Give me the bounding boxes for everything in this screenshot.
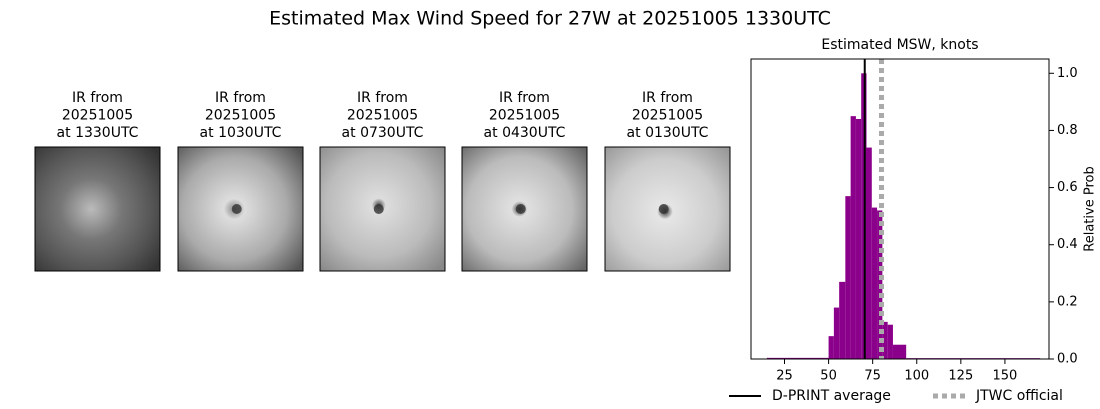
panel-label: 20251005 [632,108,703,124]
panel-label: at 1030UTC [200,125,282,141]
panel-label: 20251005 [62,108,133,124]
legend-label: JTWC official [975,388,1063,404]
panel-label: at 0130UTC [627,125,709,141]
panel-label: 20251005 [489,108,560,124]
histogram-bar [882,321,888,359]
y-tick-label: 0.8 [1057,123,1078,138]
panel-label: at 0430UTC [484,125,566,141]
histogram-bar [892,344,907,359]
y-tick-label: 0.2 [1057,294,1078,309]
histogram-bar [766,357,829,359]
histogram-bar [845,196,851,359]
y-tick-label: 1.0 [1057,66,1078,81]
panel-label: 20251005 [205,108,276,124]
panel-label: at 1330UTC [57,125,139,141]
y-tick-label: 0.6 [1057,180,1078,195]
histogram-bar [887,324,893,359]
x-tick-label: 125 [948,369,973,384]
histogram-bar [850,116,856,360]
ir-eye [231,204,242,214]
y-tick-label: 0.0 [1057,352,1078,367]
ir-eye [658,204,669,214]
plot-frame [750,58,1050,360]
histogram-bar [833,307,840,359]
panel-label: IR from [357,90,408,106]
histogram-bar [866,147,872,359]
histogram-bar [828,336,834,359]
figure-title: Estimated Max Wind Speed for 27W at 2025… [269,8,831,30]
y-tick-label: 0.4 [1057,237,1078,252]
x-tick-label: 150 [993,369,1018,384]
panel-label: at 0730UTC [342,125,424,141]
x-tick-label: 75 [864,369,881,384]
ir-image [34,146,161,272]
ir-eye [373,204,384,214]
panel-label: 20251005 [347,108,418,124]
panel-label: IR from [499,90,550,106]
chart-title: Estimated MSW, knots [821,37,978,53]
histogram-bar [855,119,862,359]
x-tick-label: 25 [776,369,793,384]
x-tick-label: 100 [904,369,929,384]
panel-label: IR from [215,90,266,106]
histogram-bar [839,281,846,359]
panel-label: IR from [72,90,123,106]
y-axis-label: Relative Prob [1083,166,1098,251]
panel-label: IR from [642,90,693,106]
ir-eye [515,204,526,214]
histogram-bar [871,207,878,359]
x-tick-label: 50 [820,369,837,384]
legend-label: D-PRINT average [772,388,891,404]
